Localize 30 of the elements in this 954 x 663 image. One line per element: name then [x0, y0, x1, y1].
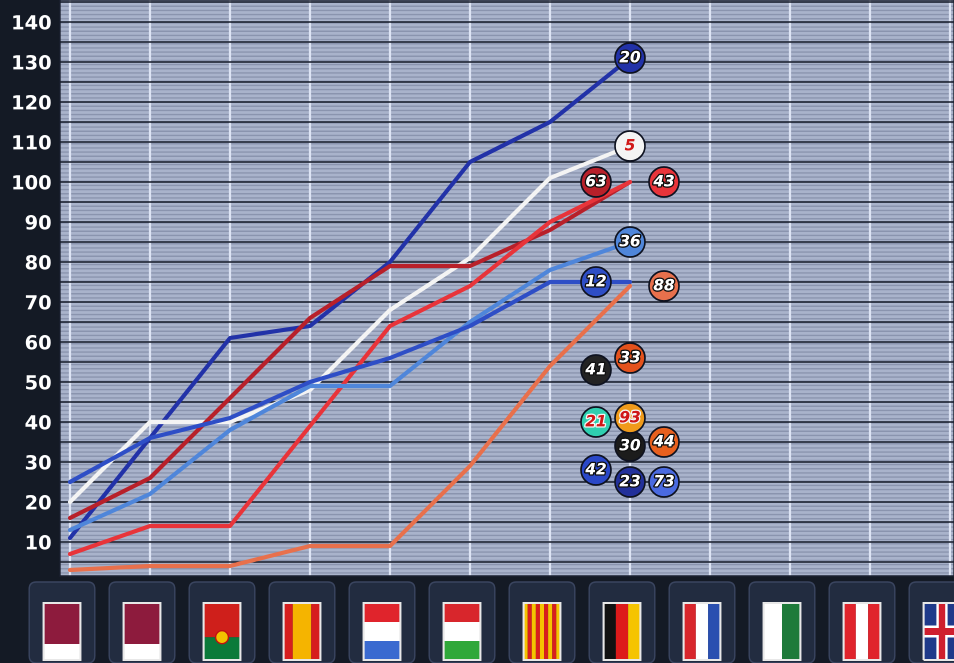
- y-tick-label: 30: [26, 454, 51, 470]
- series-label: 63: [586, 174, 606, 186]
- y-tick-label: 140: [13, 14, 51, 30]
- y-tick-label: 130: [13, 54, 51, 70]
- series-label: 30: [619, 438, 640, 450]
- series-label: 12: [586, 274, 606, 286]
- y-tick-label: 80: [26, 254, 51, 270]
- series-label: 20: [619, 50, 640, 62]
- y-tick-label: 40: [25, 414, 51, 430]
- y-tick-label: 20: [26, 494, 51, 510]
- y-tick-label: 90: [26, 214, 51, 230]
- y-tick-label: 120: [13, 94, 51, 110]
- series-label: 5: [624, 139, 635, 150]
- y-tick-label: 60: [26, 334, 51, 350]
- series-label: 33: [619, 350, 640, 362]
- series-label: 73: [654, 474, 674, 486]
- series-label: 41: [585, 363, 605, 374]
- series-label: 23: [619, 474, 640, 486]
- series-label: 44: [653, 435, 674, 446]
- series-label: 88: [654, 278, 674, 290]
- series-label: 93: [620, 410, 640, 422]
- series-label: 42: [585, 462, 606, 474]
- y-tick-label: 110: [13, 134, 51, 150]
- series-label: 43: [653, 174, 674, 186]
- y-tick-label: 70: [26, 294, 51, 310]
- y-tick-label: 100: [13, 174, 51, 190]
- y-tick-label: 50: [26, 374, 51, 390]
- series-label: 36: [619, 234, 640, 246]
- y-tick-label: 10: [26, 534, 51, 550]
- series-label: 21: [585, 414, 605, 426]
